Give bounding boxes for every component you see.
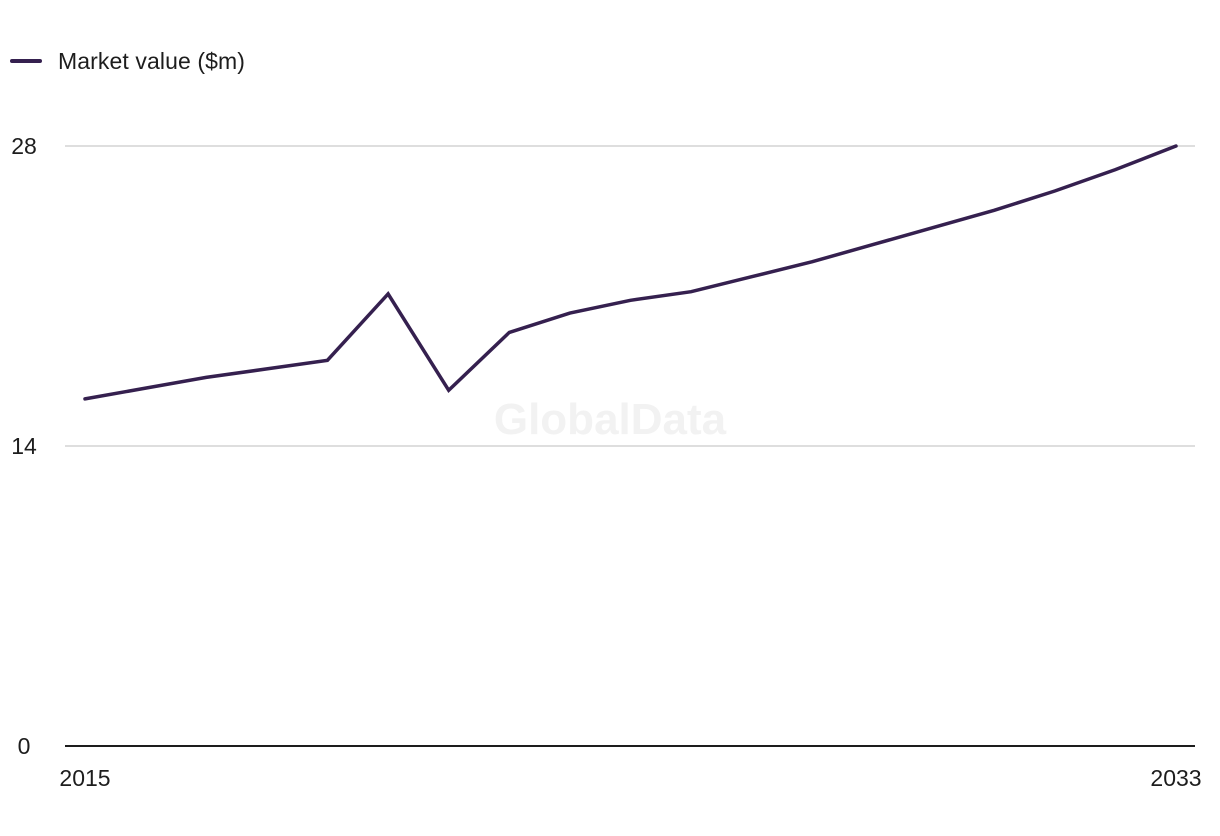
- series-line: [83, 144, 1178, 401]
- legend-label: Market value ($m): [58, 47, 246, 74]
- data-point[interactable]: [200, 371, 212, 383]
- data-point[interactable]: [625, 294, 637, 306]
- data-point[interactable]: [806, 256, 818, 268]
- data-point[interactable]: [382, 288, 394, 300]
- data-point[interactable]: [1109, 164, 1121, 176]
- data-point[interactable]: [685, 286, 697, 298]
- y-tick-label: 14: [11, 433, 37, 459]
- data-point[interactable]: [988, 204, 1000, 216]
- gridlines: [65, 145, 1195, 447]
- data-point[interactable]: [867, 239, 879, 251]
- legend-swatch: [10, 59, 42, 63]
- x-tick-label: 2015: [59, 765, 110, 791]
- data-point[interactable]: [564, 307, 576, 319]
- legend: Market value ($m): [10, 44, 245, 78]
- y-tick-label: 0: [18, 733, 31, 759]
- data-point[interactable]: [321, 354, 333, 366]
- y-tick-label: 28: [11, 133, 37, 159]
- data-point[interactable]: [1049, 185, 1061, 197]
- tick-labels: 0 14 28 2015 2033: [11, 133, 1201, 791]
- data-point[interactable]: [928, 221, 940, 233]
- data-point[interactable]: [443, 384, 455, 396]
- series-layer: [79, 140, 1182, 405]
- data-point[interactable]: [1170, 140, 1182, 152]
- x-tick-label: 2033: [1150, 765, 1201, 791]
- watermark: GlobalData: [494, 395, 727, 444]
- data-point[interactable]: [503, 326, 515, 338]
- data-point[interactable]: [79, 393, 91, 405]
- data-point[interactable]: [140, 382, 152, 394]
- data-point[interactable]: [261, 363, 273, 375]
- data-point[interactable]: [746, 271, 758, 283]
